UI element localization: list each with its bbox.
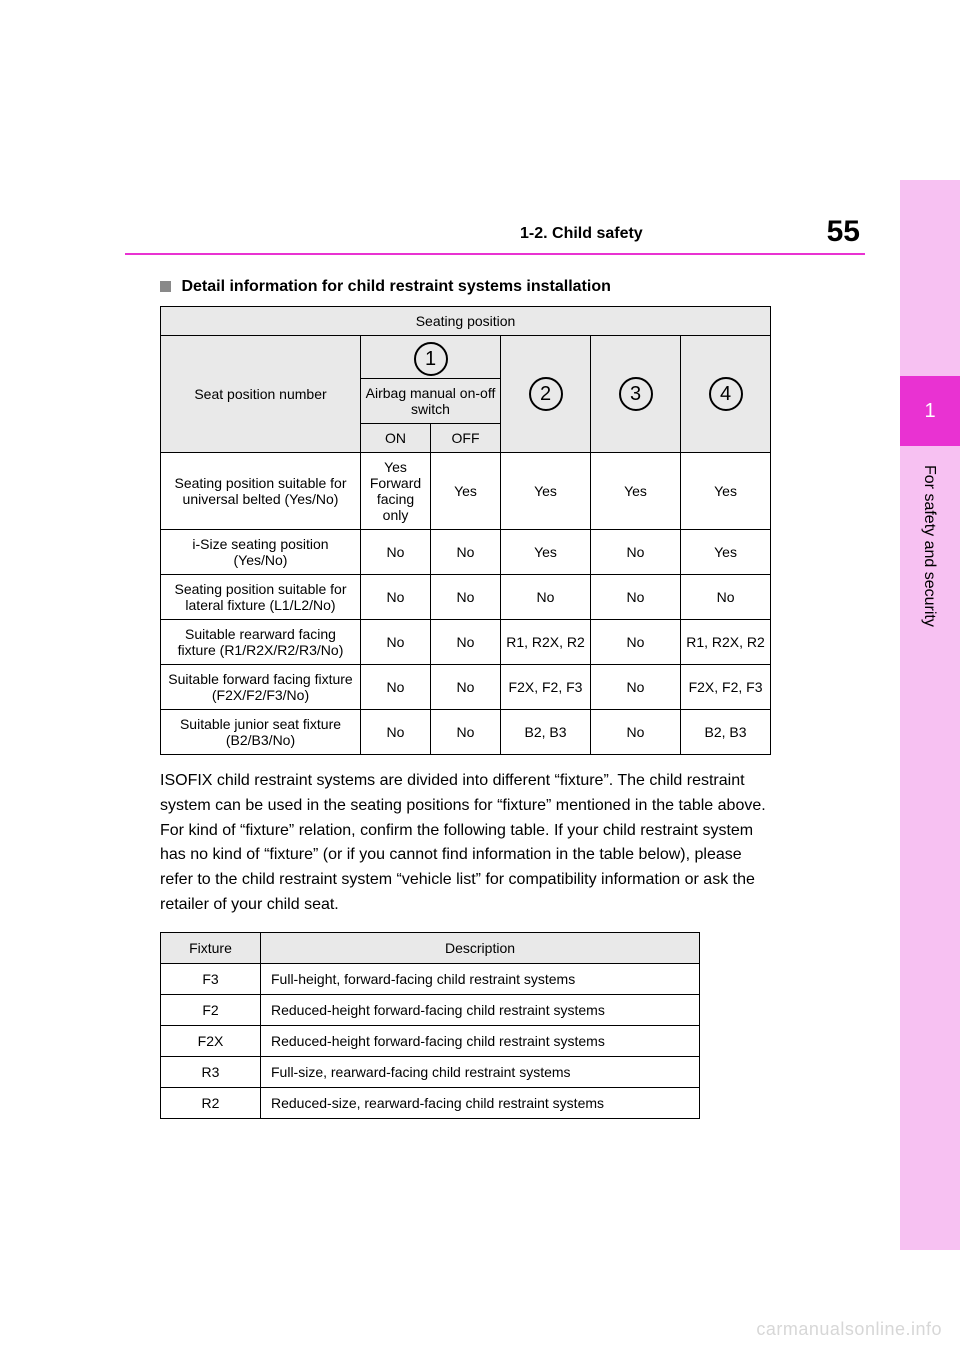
row-label: Suitable rearward facing fixture (R1/R2X…: [161, 620, 361, 665]
cell: No: [431, 665, 501, 710]
description-header: Description: [261, 932, 700, 963]
table-row: Seating position suitable for universal …: [161, 453, 771, 530]
cell: R1, R2X, R2: [681, 620, 771, 665]
circled-number-icon: 1: [414, 342, 448, 376]
cell: No: [431, 575, 501, 620]
square-bullet-icon: [160, 281, 171, 292]
table-row: R3 Full-size, rearward-facing child rest…: [161, 1056, 700, 1087]
cell: F2X, F2, F3: [681, 665, 771, 710]
fixture-code: F2X: [161, 1025, 261, 1056]
fixture-desc: Reduced-height forward-facing child rest…: [261, 1025, 700, 1056]
cell: Yes: [431, 453, 501, 530]
page-number: 55: [827, 215, 860, 249]
section-title-text: Detail information for child restraint s…: [181, 278, 610, 295]
table-row: Suitable junior seat fixture (B2/B3/No) …: [161, 710, 771, 755]
fixture-code: R3: [161, 1056, 261, 1087]
position-2-cell: 2: [501, 336, 591, 453]
cell: Yes: [681, 453, 771, 530]
cell: No: [591, 620, 681, 665]
cell: No: [591, 665, 681, 710]
section-header: 1-2. Child safety: [520, 225, 643, 243]
circled-number-icon: 2: [529, 377, 563, 411]
row-label: i-Size seating position (Yes/No): [161, 530, 361, 575]
cell: Yes: [681, 530, 771, 575]
position-1-icon-cell: 1: [361, 336, 501, 379]
body-paragraph: ISOFIX child restraint systems are divid…: [160, 769, 770, 918]
row-label: Seating position suitable for universal …: [161, 453, 361, 530]
position-3-cell: 3: [591, 336, 681, 453]
table-row: F2 Reduced-height forward-facing child r…: [161, 994, 700, 1025]
fixture-description-table: Fixture Description F3 Full-height, forw…: [160, 932, 700, 1119]
table-row: i-Size seating position (Yes/No) No No Y…: [161, 530, 771, 575]
table-row: Seating position suitable for lateral fi…: [161, 575, 771, 620]
airbag-off-label: OFF: [431, 424, 501, 453]
cell: No: [361, 710, 431, 755]
cell: R1, R2X, R2: [501, 620, 591, 665]
cell: Yes: [501, 453, 591, 530]
table-row: F2X Reduced-height forward-facing child …: [161, 1025, 700, 1056]
row-label: Seating position suitable for lateral fi…: [161, 575, 361, 620]
cell: No: [431, 710, 501, 755]
table-row: F3 Full-height, forward-facing child res…: [161, 963, 700, 994]
fixture-code: F3: [161, 963, 261, 994]
position-4-cell: 4: [681, 336, 771, 453]
cell: B2, B3: [501, 710, 591, 755]
seat-position-number-label: Seat position number: [161, 336, 361, 453]
cell: No: [361, 620, 431, 665]
content-area: Detail information for child restraint s…: [160, 278, 770, 1119]
cell: No: [361, 665, 431, 710]
cell: F2X, F2, F3: [501, 665, 591, 710]
cell: No: [431, 530, 501, 575]
cell: Yes: [501, 530, 591, 575]
side-chapter-label: For safety and security: [920, 465, 938, 627]
section-title: Detail information for child restraint s…: [160, 278, 770, 296]
cell: No: [591, 575, 681, 620]
cell: No: [591, 710, 681, 755]
circled-number-icon: 4: [709, 377, 743, 411]
cell: No: [361, 575, 431, 620]
airbag-on-label: ON: [361, 424, 431, 453]
cell: Yes Forward facing only: [361, 453, 431, 530]
cell: Yes: [591, 453, 681, 530]
fixture-desc: Full-height, forward-facing child restra…: [261, 963, 700, 994]
side-tab-bg: [900, 180, 960, 1250]
table-row: Suitable rearward facing fixture (R1/R2X…: [161, 620, 771, 665]
cell: No: [361, 530, 431, 575]
fixture-code: R2: [161, 1087, 261, 1118]
fixture-desc: Reduced-height forward-facing child rest…: [261, 994, 700, 1025]
fixture-desc: Reduced-size, rearward-facing child rest…: [261, 1087, 700, 1118]
airbag-switch-label: Airbag manual on-off switch: [361, 379, 501, 424]
header-rule: [125, 253, 865, 255]
row-label: Suitable forward facing fixture (F2X/F2/…: [161, 665, 361, 710]
fixture-header: Fixture: [161, 932, 261, 963]
table-header-top: Seating position: [161, 307, 771, 336]
watermark: carmanualsonline.info: [756, 1319, 942, 1340]
seating-position-table: Seating position Seat position number 1 …: [160, 306, 771, 755]
table-row: R2 Reduced-size, rearward-facing child r…: [161, 1087, 700, 1118]
cell: No: [591, 530, 681, 575]
cell: No: [681, 575, 771, 620]
cell: No: [501, 575, 591, 620]
fixture-code: F2: [161, 994, 261, 1025]
cell: No: [431, 620, 501, 665]
row-label: Suitable junior seat fixture (B2/B3/No): [161, 710, 361, 755]
cell: B2, B3: [681, 710, 771, 755]
circled-number-icon: 3: [619, 377, 653, 411]
side-chapter-number: 1: [900, 376, 960, 446]
table-row: Suitable forward facing fixture (F2X/F2/…: [161, 665, 771, 710]
fixture-desc: Full-size, rearward-facing child restrai…: [261, 1056, 700, 1087]
